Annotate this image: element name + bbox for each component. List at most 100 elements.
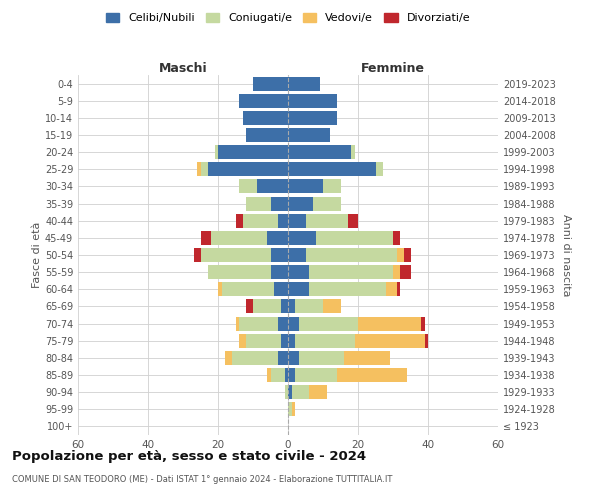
Bar bbox=[208, 265, 271, 279]
Legend: Celibi/Nubili, Coniugati/e, Vedovi/e, Divorziati/e: Celibi/Nubili, Coniugati/e, Vedovi/e, Di… bbox=[101, 8, 475, 28]
Text: Maschi: Maschi bbox=[158, 62, 208, 75]
Bar bbox=[277, 214, 288, 228]
Bar bbox=[288, 248, 305, 262]
Bar bbox=[239, 180, 257, 194]
Bar bbox=[218, 145, 288, 159]
Bar bbox=[274, 282, 288, 296]
Bar bbox=[271, 368, 284, 382]
Bar bbox=[295, 368, 337, 382]
Bar bbox=[239, 334, 246, 347]
Bar bbox=[239, 94, 288, 108]
Bar bbox=[271, 196, 288, 210]
Bar bbox=[208, 162, 288, 176]
Bar bbox=[393, 265, 400, 279]
Bar bbox=[257, 180, 288, 194]
Bar bbox=[288, 214, 305, 228]
Bar bbox=[200, 248, 271, 262]
Bar bbox=[305, 214, 347, 228]
Bar bbox=[288, 402, 292, 416]
Bar bbox=[288, 385, 292, 399]
Bar bbox=[400, 265, 410, 279]
Bar bbox=[288, 282, 309, 296]
Bar bbox=[358, 316, 421, 330]
Bar bbox=[313, 196, 341, 210]
Bar bbox=[309, 265, 393, 279]
Bar bbox=[271, 265, 288, 279]
Bar bbox=[281, 334, 288, 347]
Bar bbox=[200, 231, 211, 245]
Bar bbox=[239, 316, 277, 330]
Bar bbox=[288, 94, 337, 108]
Y-axis label: Fasce di età: Fasce di età bbox=[32, 222, 42, 288]
Bar bbox=[277, 316, 288, 330]
Bar bbox=[292, 402, 295, 416]
Bar bbox=[271, 248, 288, 262]
Bar bbox=[288, 334, 295, 347]
Bar bbox=[337, 368, 407, 382]
Bar bbox=[421, 316, 425, 330]
Bar bbox=[235, 316, 239, 330]
Bar bbox=[393, 231, 400, 245]
Bar bbox=[288, 76, 320, 90]
Bar bbox=[288, 231, 316, 245]
Bar bbox=[232, 351, 277, 365]
Bar bbox=[288, 316, 299, 330]
Bar bbox=[344, 351, 389, 365]
Bar bbox=[284, 385, 288, 399]
Bar bbox=[197, 162, 200, 176]
Bar bbox=[425, 334, 428, 347]
Bar bbox=[386, 282, 397, 296]
Bar bbox=[316, 231, 393, 245]
Bar bbox=[347, 214, 358, 228]
Bar bbox=[246, 128, 288, 142]
Bar bbox=[404, 248, 410, 262]
Text: Femmine: Femmine bbox=[361, 62, 425, 75]
Bar bbox=[200, 162, 208, 176]
Bar bbox=[267, 368, 271, 382]
Bar bbox=[288, 265, 309, 279]
Bar bbox=[211, 231, 267, 245]
Bar bbox=[288, 162, 376, 176]
Bar bbox=[281, 300, 288, 314]
Bar bbox=[397, 282, 400, 296]
Bar bbox=[309, 282, 386, 296]
Bar bbox=[288, 128, 330, 142]
Bar bbox=[299, 351, 344, 365]
Bar bbox=[221, 282, 274, 296]
Bar bbox=[309, 385, 326, 399]
Bar bbox=[323, 300, 341, 314]
Y-axis label: Anni di nascita: Anni di nascita bbox=[561, 214, 571, 296]
Bar bbox=[284, 368, 288, 382]
Bar bbox=[288, 300, 295, 314]
Bar bbox=[218, 282, 221, 296]
Bar bbox=[355, 334, 425, 347]
Bar bbox=[288, 145, 351, 159]
Bar bbox=[193, 248, 200, 262]
Bar bbox=[242, 111, 288, 125]
Bar bbox=[225, 351, 232, 365]
Bar bbox=[292, 385, 309, 399]
Bar bbox=[288, 180, 323, 194]
Bar bbox=[288, 111, 337, 125]
Bar bbox=[242, 214, 277, 228]
Bar bbox=[288, 351, 299, 365]
Bar bbox=[376, 162, 383, 176]
Text: COMUNE DI SAN TEODORO (ME) - Dati ISTAT 1° gennaio 2024 - Elaborazione TUTTITALI: COMUNE DI SAN TEODORO (ME) - Dati ISTAT … bbox=[12, 475, 392, 484]
Bar bbox=[288, 196, 313, 210]
Bar bbox=[253, 300, 281, 314]
Bar bbox=[235, 214, 242, 228]
Bar bbox=[305, 248, 397, 262]
Bar bbox=[397, 248, 404, 262]
Bar bbox=[215, 145, 218, 159]
Bar bbox=[267, 231, 288, 245]
Bar bbox=[246, 300, 253, 314]
Bar bbox=[323, 180, 341, 194]
Bar bbox=[246, 196, 271, 210]
Bar bbox=[277, 351, 288, 365]
Bar bbox=[295, 300, 323, 314]
Bar bbox=[288, 368, 295, 382]
Bar bbox=[351, 145, 355, 159]
Bar bbox=[246, 334, 281, 347]
Bar bbox=[295, 334, 355, 347]
Bar bbox=[253, 76, 288, 90]
